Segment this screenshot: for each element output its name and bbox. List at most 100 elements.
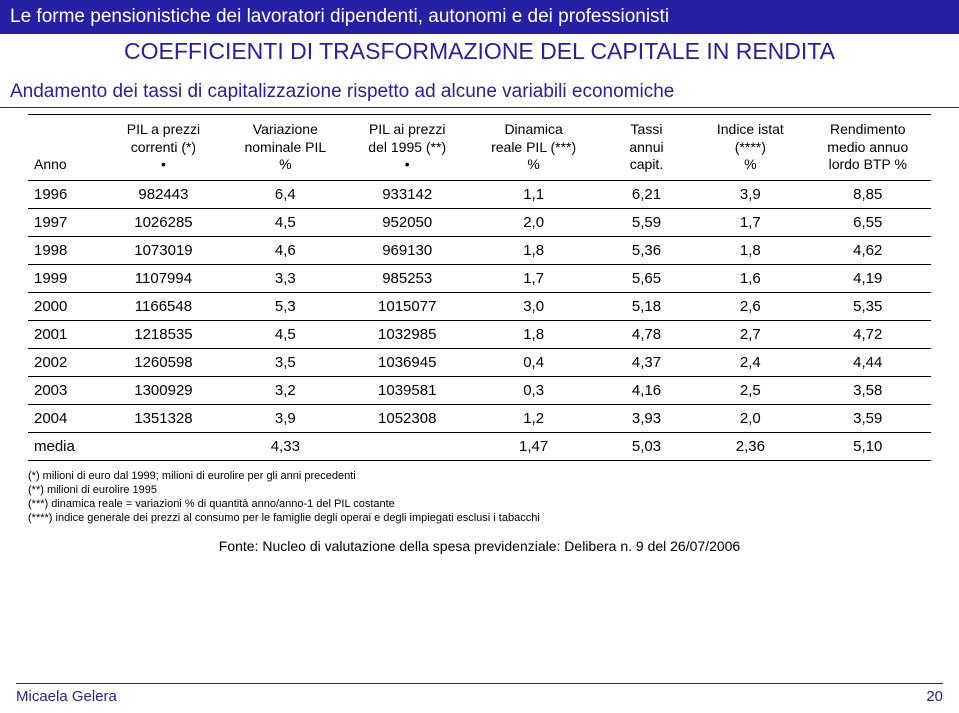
table-cell: 1,2 — [470, 404, 596, 432]
table-cell: 0,3 — [470, 376, 596, 404]
table-cell: 3,0 — [470, 292, 596, 320]
slide-header: Le forme pensionistiche dei lavoratori d… — [0, 0, 959, 34]
table-cell: 985253 — [344, 264, 470, 292]
table-header-row: AnnoPIL a prezzicorrenti (*)•Variazionen… — [28, 115, 931, 181]
table-cell: 6,21 — [597, 180, 696, 208]
table-row: 200011665485,310150773,05,182,65,35 — [28, 292, 931, 320]
table-cell: 1999 — [28, 264, 100, 292]
table-cell: 4,6 — [227, 236, 344, 264]
subtitle-text: COEFFICIENTI DI TRASFORMAZIONE DEL CAPIT… — [124, 38, 835, 64]
table-row: 199710262854,59520502,05,591,76,55 — [28, 208, 931, 236]
column-header: PIL ai prezzidel 1995 (**)• — [344, 115, 470, 181]
table-cell: 952050 — [344, 208, 470, 236]
table-cell: 1,47 — [470, 432, 596, 460]
table-cell: 2,4 — [696, 348, 804, 376]
table-cell: 1,7 — [470, 264, 596, 292]
table-cell: 2002 — [28, 348, 100, 376]
subsection-title: Andamento dei tassi di capitalizzazione … — [0, 77, 959, 108]
table-cell: 5,36 — [597, 236, 696, 264]
header-title: Le forme pensionistiche dei lavoratori d… — [10, 6, 669, 27]
table-cell: 1026285 — [100, 208, 226, 236]
table-row: 200413513283,910523081,23,932,03,59 — [28, 404, 931, 432]
table-row: 200212605983,510369450,44,372,44,44 — [28, 348, 931, 376]
table-cell: 2,0 — [696, 404, 804, 432]
table-cell: 2,0 — [470, 208, 596, 236]
table-cell: 8,85 — [805, 180, 931, 208]
table-cell: 5,59 — [597, 208, 696, 236]
table-cell: 2003 — [28, 376, 100, 404]
table-cell: 4,62 — [805, 236, 931, 264]
column-header: PIL a prezzicorrenti (*)• — [100, 115, 226, 181]
table-cell: 1,8 — [470, 320, 596, 348]
table-cell: 5,10 — [805, 432, 931, 460]
table-cell: 2004 — [28, 404, 100, 432]
table-cell: 4,16 — [597, 376, 696, 404]
column-header: Dinamicareale PIL (***)% — [470, 115, 596, 181]
table-cell: 2,7 — [696, 320, 804, 348]
table-cell: 3,9 — [696, 180, 804, 208]
table-cell: 6,4 — [227, 180, 344, 208]
table-cell: 4,44 — [805, 348, 931, 376]
table-cell: 5,18 — [597, 292, 696, 320]
table-cell: 3,58 — [805, 376, 931, 404]
table-cell: 4,33 — [227, 432, 344, 460]
column-header: Tassiannuicapit. — [597, 115, 696, 181]
table-cell: 4,19 — [805, 264, 931, 292]
table-cell: 1998 — [28, 236, 100, 264]
table-cell: 2,36 — [696, 432, 804, 460]
footnote-3: (***) dinamica reale = variazioni % di q… — [28, 497, 931, 511]
table-cell: 5,35 — [805, 292, 931, 320]
table-cell: 1260598 — [100, 348, 226, 376]
column-header: Anno — [28, 115, 100, 181]
source-line: Fonte: Nucleo di valutazione della spesa… — [28, 538, 931, 554]
table-cell: 1,6 — [696, 264, 804, 292]
table-cell: 3,5 — [227, 348, 344, 376]
table-cell: 3,9 — [227, 404, 344, 432]
table-cell: 4,72 — [805, 320, 931, 348]
table-cell: 1997 — [28, 208, 100, 236]
table-cell: 2001 — [28, 320, 100, 348]
table-cell: 1107994 — [100, 264, 226, 292]
table-cell: 982443 — [100, 180, 226, 208]
table-cell: 5,03 — [597, 432, 696, 460]
table-row: 199911079943,39852531,75,651,64,19 — [28, 264, 931, 292]
table-container: AnnoPIL a prezzicorrenti (*)•Variazionen… — [0, 114, 959, 554]
table-cell: 1351328 — [100, 404, 226, 432]
table-cell: 1218535 — [100, 320, 226, 348]
table-row: 199810730194,69691301,85,361,84,62 — [28, 236, 931, 264]
table-cell: 2000 — [28, 292, 100, 320]
author-name: Micaela Gelera — [16, 688, 117, 705]
table-cell: 1073019 — [100, 236, 226, 264]
table-cell: 1,7 — [696, 208, 804, 236]
table-cell: media — [28, 432, 100, 460]
page-number: 20 — [926, 688, 943, 705]
table-cell: 4,78 — [597, 320, 696, 348]
table-cell: 0,4 — [470, 348, 596, 376]
subsection-text: Andamento dei tassi di capitalizzazione … — [10, 81, 674, 102]
table-cell: 1166548 — [100, 292, 226, 320]
table-cell: 933142 — [344, 180, 470, 208]
footnote-4: (****) indice generale dei prezzi al con… — [28, 511, 931, 525]
table-cell: 969130 — [344, 236, 470, 264]
table-cell: 3,59 — [805, 404, 931, 432]
column-header: Rendimentomedio annuolordo BTP % — [805, 115, 931, 181]
table-cell: 1,8 — [696, 236, 804, 264]
table-cell: 4,5 — [227, 320, 344, 348]
table-cell: 2,5 — [696, 376, 804, 404]
table-cell: 5,65 — [597, 264, 696, 292]
table-row: 200313009293,210395810,34,162,53,58 — [28, 376, 931, 404]
table-cell: 5,3 — [227, 292, 344, 320]
footnote-2: (**) milioni di eurolire 1995 — [28, 483, 931, 497]
footnote-1: (*) milioni di euro dal 1999; milioni di… — [28, 469, 931, 483]
table-cell: 3,3 — [227, 264, 344, 292]
table-cell: 1300929 — [100, 376, 226, 404]
column-header: Indice istat(****)% — [696, 115, 804, 181]
table-cell: 3,2 — [227, 376, 344, 404]
table-row: 19969824436,49331421,16,213,98,85 — [28, 180, 931, 208]
table-cell — [344, 432, 470, 460]
table-cell: 1015077 — [344, 292, 470, 320]
table-cell: 1032985 — [344, 320, 470, 348]
table-body: 19969824436,49331421,16,213,98,851997102… — [28, 180, 931, 460]
table-cell: 1,1 — [470, 180, 596, 208]
table-cell — [100, 432, 226, 460]
